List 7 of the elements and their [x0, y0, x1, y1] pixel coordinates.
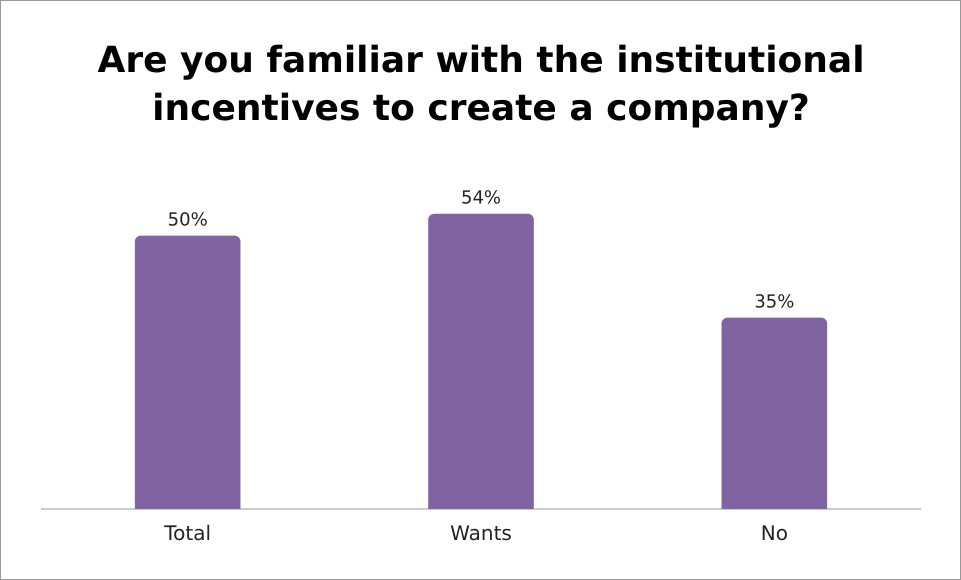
data-label: 35%: [754, 291, 794, 312]
x-tick-label: Total: [163, 521, 212, 546]
data-label: 50%: [168, 209, 208, 230]
x-tick-label: No: [760, 521, 788, 546]
chart-title: Are you familiar with the institutional incentives to create a company?: [96, 39, 866, 131]
x-tick-label: Wants: [450, 521, 512, 546]
data-label: 54%: [460, 187, 502, 208]
